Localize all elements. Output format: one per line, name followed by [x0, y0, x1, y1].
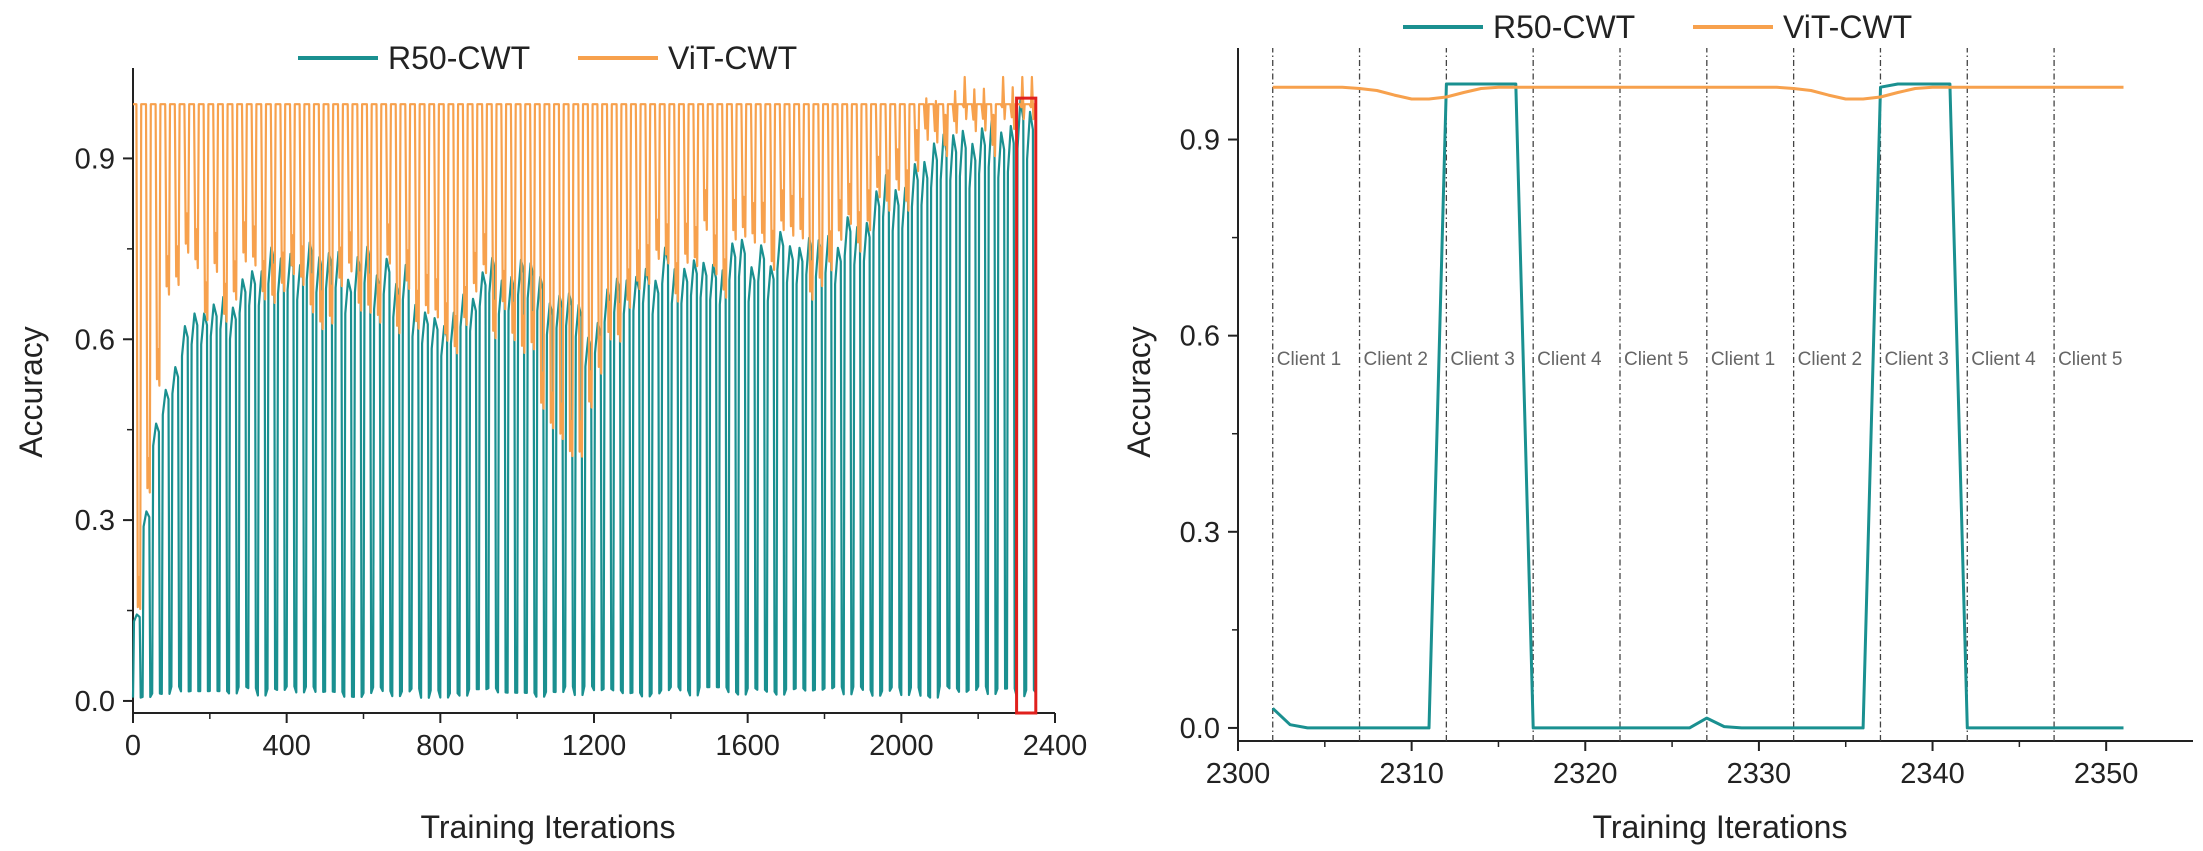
right-legend-vit-label: ViT-CWT [1783, 9, 1912, 45]
right-x-tick-label: 2350 [2074, 758, 2139, 790]
right-y-tick-label: 0.6 [1180, 321, 1220, 353]
right-y-tick-label: 0.0 [1180, 713, 1220, 745]
left-legend: R50-CWT ViT-CWT [298, 40, 797, 76]
left-x-tick-label: 1200 [562, 730, 627, 762]
right-y-tick-label: 0.3 [1180, 517, 1220, 549]
right-x-axis-label: Training Iterations [1593, 809, 1848, 845]
right-x-tick-label: 2310 [1379, 758, 1444, 790]
right-client-label: Client 5 [2058, 349, 2122, 370]
right-client-label: Client 2 [1798, 349, 1862, 370]
left-chart-panel: R50-CWT ViT-CWT Accuracy Training Iterat… [13, 40, 1087, 845]
right-chart-panel: R50-CWT ViT-CWT Accuracy Training Iterat… [1121, 9, 2193, 845]
left-series-vit-line [133, 75, 1036, 611]
left-x-axis-label: Training Iterations [421, 809, 676, 845]
right-client-label: Client 3 [1450, 349, 1514, 370]
right-legend-r50-label: R50-CWT [1493, 9, 1635, 45]
left-legend-vit-label: ViT-CWT [668, 40, 797, 76]
left-x-tick-label: 1600 [715, 730, 780, 762]
right-x-tick-label: 2300 [1206, 758, 1271, 790]
left-y-tick-label: 0.0 [75, 686, 115, 718]
left-highlight-box [1015, 96, 1038, 715]
right-client-label: Client 4 [1971, 349, 2036, 370]
right-y-axis-label: Accuracy [1121, 326, 1157, 458]
right-client-label: Client 5 [1624, 349, 1688, 370]
right-legend: R50-CWT ViT-CWT [1403, 9, 1912, 45]
right-client-label: Client 1 [1711, 349, 1775, 370]
right-y-tick-label: 0.9 [1180, 125, 1220, 157]
left-legend-r50-label: R50-CWT [388, 40, 530, 76]
left-x-tick-label: 800 [416, 730, 464, 762]
left-x-tick-label: 0 [125, 730, 141, 762]
right-series-r50-line [1271, 82, 2124, 730]
right-x-tick-label: 2340 [1900, 758, 1965, 790]
left-y-tick-label: 0.6 [75, 324, 115, 356]
left-x-tick-label: 400 [262, 730, 310, 762]
left-y-tick-label: 0.3 [75, 505, 115, 537]
left-y-axis-label: Accuracy [13, 326, 49, 458]
right-client-label: Client 2 [1364, 349, 1428, 370]
right-client-label: Client 3 [1884, 349, 1948, 370]
right-series-vit-line [1272, 85, 2124, 101]
left-x-tick-label: 2400 [1023, 730, 1088, 762]
left-x-tick-label: 2000 [869, 730, 934, 762]
right-client-label: Client 1 [1277, 349, 1341, 370]
left-y-tick-label: 0.9 [75, 143, 115, 175]
right-x-tick-label: 2320 [1553, 758, 1618, 790]
right-client-label: Client 4 [1537, 349, 1602, 370]
right-x-tick-label: 2330 [1727, 758, 1792, 790]
left-series-r50-line [131, 99, 1037, 699]
